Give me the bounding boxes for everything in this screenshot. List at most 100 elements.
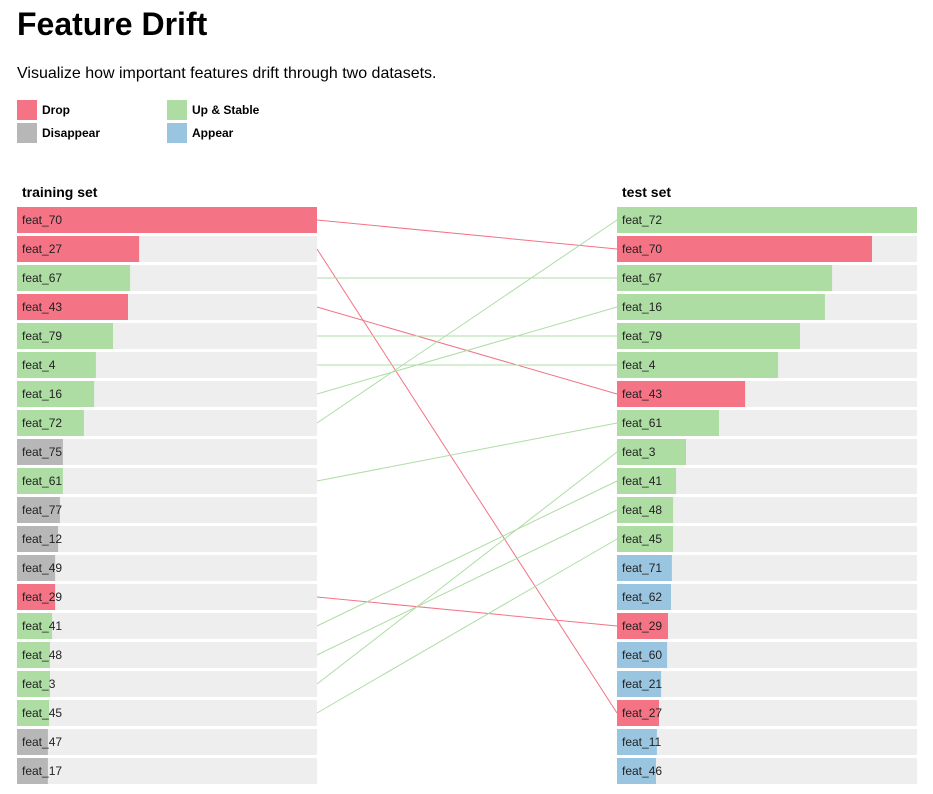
right-bar-track: [617, 671, 917, 697]
left-bar-label: feat_29: [22, 590, 62, 604]
left-bar-label: feat_3: [22, 677, 56, 691]
left-bar-label: feat_75: [22, 445, 62, 459]
right-bar-feat_4: [617, 352, 779, 378]
left-bar-feat_72: [17, 410, 84, 436]
left-bar-feat_49: [17, 555, 56, 581]
left-bar-feat_77: [17, 497, 60, 523]
left-bar-feat_70: [17, 207, 317, 233]
legend-label-appear: Appear: [192, 126, 234, 140]
legend-item-appear: Appear: [167, 123, 233, 143]
right-bar-track: [617, 758, 917, 784]
left-bar-label: feat_4: [22, 358, 56, 372]
left-bar-feat_3: [17, 671, 50, 697]
right-bar-label: feat_29: [622, 619, 662, 633]
right-bar-feat_46: [617, 758, 656, 784]
bar-columns: training set feat_70 feat_27 feat_67 feat_43…: [17, 184, 917, 784]
left-bar-track: [17, 729, 317, 755]
right-bar-label: feat_48: [622, 503, 662, 517]
link-feat_41: [316, 480, 618, 627]
page-title: Feature Drift: [17, 6, 208, 42]
drift-links: [316, 219, 618, 714]
left-bar-feat_45: [17, 700, 50, 726]
left-bar-feat_12: [17, 526, 59, 552]
left-bar-track: [17, 526, 317, 552]
legend-swatch-disappear: [17, 123, 37, 143]
left-bar-label: feat_48: [22, 648, 62, 662]
right-bar-label: feat_70: [622, 242, 662, 256]
link-feat_3: [316, 451, 618, 685]
left-bar-feat_48: [17, 642, 50, 668]
right-bar-label: feat_41: [622, 474, 662, 488]
left-bar-label: feat_45: [22, 706, 62, 720]
left-bar-label: feat_27: [22, 242, 62, 256]
right-bar-label: feat_46: [622, 764, 662, 778]
right-bar-feat_61: [617, 410, 719, 436]
right-bar-label: feat_21: [622, 677, 662, 691]
link-feat_61: [316, 422, 618, 482]
left-bar-label: feat_43: [22, 300, 62, 314]
right-bar-feat_11: [617, 729, 657, 755]
right-bar-label: feat_62: [622, 590, 662, 604]
left-bar-feat_75: [17, 439, 63, 465]
left-bar-track: [17, 497, 317, 523]
left-bar-track: [17, 439, 317, 465]
left-bar-track: [17, 758, 317, 784]
legend-item-up-stable: Up & Stable: [167, 100, 259, 120]
right-column-title: test set: [622, 184, 671, 200]
left-bar-feat_67: [17, 265, 131, 291]
right-bar-label: feat_61: [622, 416, 662, 430]
left-bar-label: feat_47: [22, 735, 62, 749]
right-bar-label: feat_3: [622, 445, 656, 459]
legend-swatch-drop: [17, 100, 37, 120]
left-bar-label: feat_49: [22, 561, 62, 575]
link-feat_72: [316, 219, 618, 424]
right-bar-label: feat_72: [622, 213, 662, 227]
left-bar-track: [17, 584, 317, 610]
left-column-title: training set: [22, 184, 98, 200]
legend-item-drop: Drop: [17, 100, 70, 120]
right-bar-feat_60: [617, 642, 668, 668]
left-bar-label: feat_77: [22, 503, 62, 517]
left-bar-label: feat_41: [22, 619, 62, 633]
right-bar-feat_3: [617, 439, 686, 465]
left-bar-feat_29: [17, 584, 56, 610]
right-bar-label: feat_16: [622, 300, 662, 314]
link-feat_70: [316, 219, 618, 250]
left-bar-label: feat_79: [22, 329, 62, 343]
right-bar-feat_43: [617, 381, 746, 407]
link-feat_45: [316, 538, 618, 714]
right-bar-label: feat_11: [622, 735, 661, 749]
right-bar-label: feat_4: [622, 358, 656, 372]
right-bar-feat_16: [617, 294, 825, 320]
left-bar-feat_61: [17, 468, 63, 494]
link-feat_16: [316, 306, 618, 395]
right-bar-feat_21: [617, 671, 662, 697]
left-column: training set feat_70 feat_27 feat_67 feat_43…: [17, 184, 317, 784]
right-bar-track: [617, 700, 917, 726]
left-bar-label: feat_12: [22, 532, 62, 546]
right-bar-feat_67: [617, 265, 833, 291]
right-bar-label: feat_79: [622, 329, 662, 343]
right-column: test set feat_72 feat_70 feat_67 feat_16feat…: [617, 184, 917, 784]
right-bar-feat_45: [617, 526, 674, 552]
right-bar-label: feat_71: [622, 561, 662, 575]
left-bar-label: feat_17: [22, 764, 62, 778]
left-bar-track: [17, 555, 317, 581]
left-bar-label: feat_70: [22, 213, 62, 227]
legend-swatch-up-stable: [167, 100, 187, 120]
legend: Drop Up & Stable Disappear Appear: [17, 100, 337, 144]
link-feat_48: [316, 509, 618, 656]
right-bar-label: feat_27: [622, 706, 662, 720]
left-bar-track: [17, 671, 317, 697]
left-bar-label: feat_67: [22, 271, 62, 285]
page-subtitle: Visualize how important features drift t…: [17, 65, 437, 82]
left-bar-track: [17, 700, 317, 726]
left-bar-feat_17: [17, 758, 48, 784]
left-bar-feat_4: [17, 352, 96, 378]
right-bar-track: [617, 729, 917, 755]
legend-label-disappear: Disappear: [42, 126, 101, 140]
left-bar-track: [17, 613, 317, 639]
left-bar-track: [17, 468, 317, 494]
right-bar-feat_41: [617, 468, 677, 494]
